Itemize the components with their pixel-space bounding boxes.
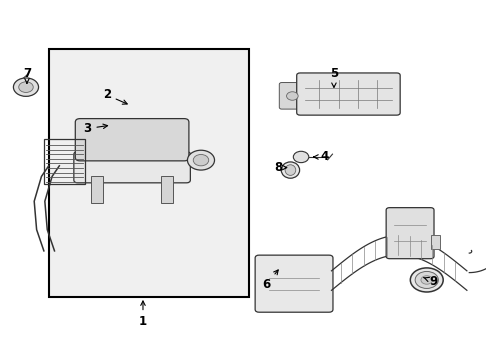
- FancyBboxPatch shape: [386, 208, 433, 259]
- Text: 8: 8: [274, 161, 286, 174]
- Ellipse shape: [281, 162, 299, 178]
- FancyBboxPatch shape: [74, 152, 190, 183]
- Circle shape: [13, 78, 39, 96]
- Bar: [49, 49, 249, 297]
- Circle shape: [286, 92, 298, 100]
- Bar: [91, 176, 102, 203]
- Text: 1: 1: [139, 301, 147, 328]
- Bar: [430, 235, 439, 249]
- Text: 4: 4: [313, 150, 328, 163]
- Circle shape: [414, 271, 437, 288]
- Circle shape: [19, 82, 33, 93]
- Text: 5: 5: [329, 67, 337, 87]
- Circle shape: [193, 154, 208, 166]
- Text: 3: 3: [83, 122, 107, 135]
- Text: 7: 7: [23, 67, 31, 83]
- Bar: [44, 139, 85, 184]
- Text: 9: 9: [423, 275, 436, 288]
- Ellipse shape: [285, 165, 295, 175]
- FancyBboxPatch shape: [255, 255, 332, 312]
- Text: 2: 2: [102, 89, 127, 104]
- Text: 6: 6: [262, 270, 278, 291]
- FancyBboxPatch shape: [279, 82, 305, 109]
- Circle shape: [187, 150, 214, 170]
- Bar: [161, 176, 173, 203]
- Circle shape: [420, 276, 432, 284]
- FancyBboxPatch shape: [75, 118, 188, 161]
- Circle shape: [293, 151, 308, 163]
- FancyBboxPatch shape: [296, 73, 399, 115]
- Circle shape: [409, 268, 442, 292]
